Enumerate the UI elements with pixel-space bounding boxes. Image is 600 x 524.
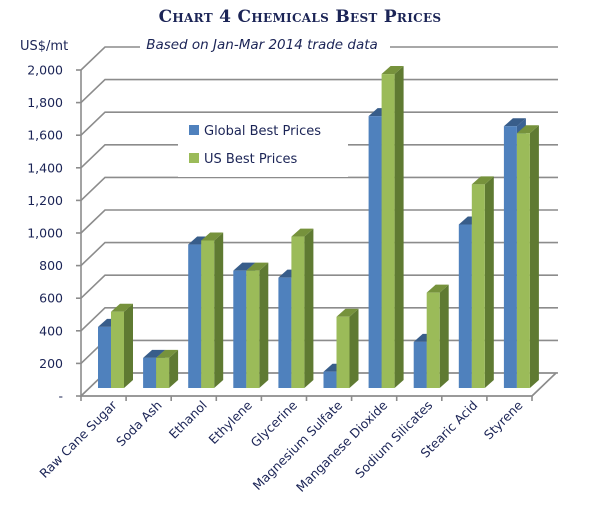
bar-top-face <box>291 228 314 237</box>
legend-label-global: Global Best Prices <box>204 124 321 139</box>
legend-swatch-global <box>189 125 199 135</box>
bar-top-face <box>381 66 404 75</box>
bar-us <box>471 176 494 388</box>
bar-top-face <box>233 262 256 271</box>
bar-front-face <box>156 357 170 388</box>
bar-side-face <box>169 349 179 388</box>
bar-front-face <box>368 116 382 388</box>
y-axis-unit-label: US$/mt <box>20 39 68 54</box>
bar-front-face <box>246 270 260 388</box>
chart-title: Chart 4 Chemicals Best Prices <box>159 7 442 27</box>
bar-front-face <box>278 277 292 388</box>
bar-top-face <box>426 284 449 293</box>
x-category-label: Raw Cane Sugar <box>36 397 120 481</box>
bar-top-face <box>156 349 179 358</box>
bar-side-face <box>439 284 449 388</box>
bar-front-face <box>471 184 485 388</box>
chart-subtitle: Based on Jan-Mar 2014 trade data <box>146 37 378 53</box>
bar-top-face <box>111 303 133 312</box>
bar-front-face <box>426 292 440 388</box>
bar-front-face <box>413 341 427 388</box>
bar-front-face <box>188 244 202 388</box>
bar-us <box>426 284 449 388</box>
bar-top-face <box>143 349 166 358</box>
y-tick-label: 200 <box>39 356 63 371</box>
gridline <box>80 144 558 169</box>
bars <box>98 66 539 389</box>
legend-label-us: US Best Prices <box>204 152 298 167</box>
bar-us <box>156 349 179 388</box>
legend-swatch-us <box>189 153 199 163</box>
bar-front-face <box>503 126 517 389</box>
bar-front-face <box>516 133 530 388</box>
y-tick-label: 1,000 <box>27 226 63 241</box>
subtitle-backdrop <box>140 34 390 56</box>
bar-us <box>381 66 404 388</box>
bar-top-face <box>503 118 526 127</box>
bar-side-face <box>124 303 133 388</box>
legend: Global Best Prices US Best Prices <box>178 115 348 177</box>
bar-top-face <box>201 232 224 241</box>
bar-front-face <box>143 357 157 388</box>
y-tick-label: - <box>58 389 63 404</box>
bar-top-face <box>336 308 359 317</box>
gridline <box>80 274 558 299</box>
bar-front-face <box>201 240 215 388</box>
gridline <box>80 241 558 267</box>
gridline <box>80 176 558 201</box>
bar-side-face <box>349 308 359 388</box>
bar-front-face <box>336 316 350 388</box>
bar-side-face <box>484 176 494 388</box>
y-tick-label: 800 <box>39 258 63 273</box>
bar-us <box>111 303 133 388</box>
x-category-label: Soda Ash <box>113 398 165 450</box>
y-tick-label: 2,000 <box>27 63 63 78</box>
bar-front-face <box>233 270 247 388</box>
gridline <box>80 78 558 104</box>
bar-us <box>246 262 269 388</box>
bar-front-face <box>111 311 124 388</box>
y-tick-label: 1,400 <box>27 160 63 175</box>
bar-top-face <box>246 262 269 271</box>
bar-front-face <box>381 74 395 388</box>
bar-front-face <box>323 371 337 388</box>
bar-us <box>291 228 314 388</box>
y-tick-label: 400 <box>39 323 63 338</box>
bar-side-face <box>304 228 314 388</box>
floor-right-edge <box>531 372 557 397</box>
legend-backdrop <box>178 115 348 177</box>
y-tick-label: 1,200 <box>27 193 63 208</box>
bar-front-face <box>458 224 472 388</box>
bar-us <box>201 232 224 388</box>
bar-front-face <box>98 326 111 388</box>
gridline <box>80 111 558 136</box>
gridline <box>80 306 558 332</box>
gridline <box>80 46 558 71</box>
bar-front-face <box>291 236 305 388</box>
bar-top-face <box>516 125 539 134</box>
x-category-label: Sodium Silicates <box>352 398 435 481</box>
bar-side-face <box>529 125 539 388</box>
x-category-label: Ethanol <box>166 398 210 442</box>
bar-us <box>516 125 539 388</box>
y-tick-label: 1,800 <box>27 95 63 110</box>
value-axis: - 200 400 600 800 1,000 1,200 1,400 1,600 1,800 2,… <box>27 63 82 404</box>
gridline <box>80 209 558 234</box>
bar-us <box>336 308 359 388</box>
x-category-label: Styrene <box>481 397 526 442</box>
y-tick-label: 1,600 <box>27 128 63 143</box>
bar-side-face <box>259 262 269 388</box>
bar-side-face <box>394 66 404 388</box>
y-tick-label: 600 <box>39 291 63 306</box>
bar-top-face <box>471 176 494 185</box>
bar-side-face <box>214 232 224 388</box>
